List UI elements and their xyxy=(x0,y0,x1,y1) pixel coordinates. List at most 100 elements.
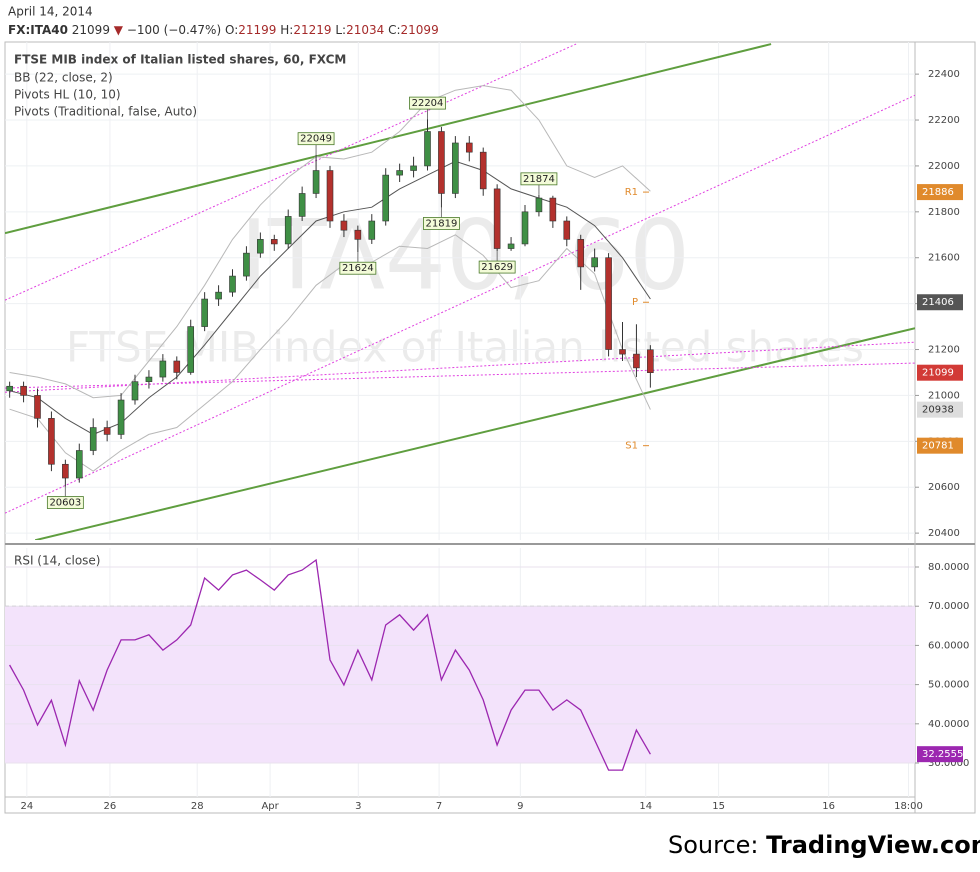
candle-body xyxy=(6,385,13,392)
candle-body xyxy=(493,188,501,249)
indicator-legend: Pivots HL (10, 10) xyxy=(14,88,121,102)
candle-body xyxy=(117,399,125,435)
rsi-title: RSI (14, close) xyxy=(14,554,100,568)
candle-body xyxy=(521,211,529,245)
down-arrow: ▼ xyxy=(110,23,127,37)
candle-body xyxy=(103,427,111,435)
candle-body xyxy=(48,418,55,465)
candle-body xyxy=(20,385,27,396)
y-tick-label: 21800 xyxy=(928,207,960,218)
y-tick-label: 21600 xyxy=(928,253,960,264)
bollinger-lower xyxy=(9,234,651,472)
date: April 14, 2014 xyxy=(8,5,93,19)
candle-body xyxy=(229,275,236,293)
candle-body xyxy=(507,243,515,249)
watermark-name: FTSE MIB index of Italian listed shares xyxy=(66,323,864,372)
candle-body xyxy=(619,349,626,355)
trend-line xyxy=(34,327,915,540)
candle-body xyxy=(34,395,41,419)
x-tick-label: 9 xyxy=(517,801,523,812)
candle-body xyxy=(563,220,571,240)
indicator-legend: Pivots (Traditional, false, Auto) xyxy=(14,105,197,119)
x-tick-label: 15 xyxy=(712,801,725,812)
candle-body xyxy=(633,353,640,369)
candle-body xyxy=(243,252,250,277)
hl-box xyxy=(478,260,516,274)
x-tick-label: 7 xyxy=(436,801,442,812)
candle-body xyxy=(173,360,181,373)
price-box-label: 32.2555 xyxy=(922,749,963,760)
indicator-legend: BB (22, close, 2) xyxy=(14,71,113,85)
hl-label: 21624 xyxy=(342,263,374,274)
price-box-label: 21886 xyxy=(922,187,954,198)
last-price: 21099 xyxy=(72,23,110,37)
pivot-label: P xyxy=(632,297,638,308)
source-prefix: Source: xyxy=(668,831,759,859)
ohlc-label: L: xyxy=(335,23,346,37)
y-tick-label: 30.0000 xyxy=(928,758,969,769)
pivot-label: R1 xyxy=(625,187,638,198)
source-site: TradingView.com xyxy=(766,831,980,859)
price-pane: ITA40, 60 FTSE MIB index of Italian liste… xyxy=(5,42,915,540)
candle-body xyxy=(591,257,598,268)
x-tick-label: 28 xyxy=(191,801,204,812)
candle-body xyxy=(452,142,459,194)
candle-body xyxy=(340,220,348,231)
x-tick-label: 26 xyxy=(104,801,117,812)
candle-body xyxy=(215,291,222,300)
y-tick-label: 22400 xyxy=(928,69,960,80)
candle-body xyxy=(354,229,362,240)
chart-frame xyxy=(4,41,976,814)
price-box xyxy=(917,746,963,763)
change: −100 (−0.47%) xyxy=(127,23,221,37)
source: Source: TradingView.com xyxy=(668,831,980,859)
pivot-label: S1 xyxy=(625,441,638,452)
candle-body xyxy=(577,239,585,268)
price-box-label: 20938 xyxy=(922,405,954,416)
hl-label: 22049 xyxy=(300,134,332,145)
overlay: BB (22, close, 2) Pivots HL (10, 10) Pivot… xyxy=(14,69,969,812)
rsi-pane xyxy=(5,548,915,797)
ohlc-label: C: xyxy=(388,23,400,37)
hl-box xyxy=(339,261,377,275)
x-tick-label: 18:00 xyxy=(894,801,923,812)
y-tick-label: 50.0000 xyxy=(928,680,969,691)
ohlc-label: O: xyxy=(225,23,238,37)
price-box xyxy=(917,364,963,381)
candle-body xyxy=(298,193,306,217)
trend-line xyxy=(5,43,772,235)
y-tick-label: 22000 xyxy=(928,161,960,172)
hl-box xyxy=(297,132,335,146)
candle-body xyxy=(465,142,473,153)
price-box xyxy=(917,437,963,454)
hl-box xyxy=(409,96,446,110)
candle-body xyxy=(647,349,654,373)
trend-line xyxy=(5,43,577,301)
hl-label: 21874 xyxy=(523,174,555,185)
ohlc-value: 21219 xyxy=(293,23,331,37)
hl-label: 22204 xyxy=(412,98,444,109)
candle-body xyxy=(89,427,97,451)
symbol-header: FX:ITA40 21099 ▼ −100 (−0.47%) O:21199 H… xyxy=(8,23,439,37)
ohlc-label: H: xyxy=(280,23,293,37)
y-tick-label: 22200 xyxy=(928,115,960,126)
candle-body xyxy=(159,360,167,378)
candle-body xyxy=(368,220,376,240)
price-box xyxy=(917,401,963,418)
y-tick-label: 20600 xyxy=(928,482,960,493)
x-tick-label: 3 xyxy=(355,801,361,812)
trend-line xyxy=(5,94,915,514)
ohlc-value: 21099 xyxy=(401,23,439,37)
candle-body xyxy=(535,197,543,213)
y-tick-label: 60.0000 xyxy=(928,640,969,651)
candle-body xyxy=(382,174,390,222)
y-tick-label: 20400 xyxy=(928,528,960,539)
price-box-label: 20781 xyxy=(922,441,954,452)
price-box-label: 21406 xyxy=(922,297,954,308)
x-tick-label: 16 xyxy=(822,801,835,812)
candle-body xyxy=(187,326,195,373)
y-tick-label: 70.0000 xyxy=(928,601,969,612)
candle-body xyxy=(326,170,334,222)
candle-body xyxy=(410,165,417,171)
